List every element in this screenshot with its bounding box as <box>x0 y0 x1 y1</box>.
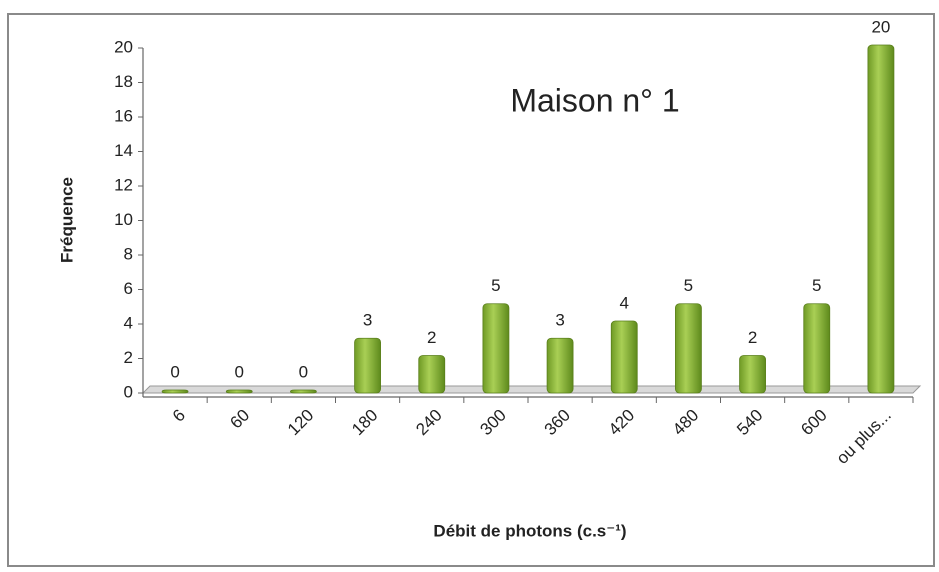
data-label: 0 <box>299 362 308 381</box>
y-tick-label: 16 <box>114 106 133 125</box>
y-tick-label: 6 <box>124 279 133 298</box>
data-label: 3 <box>363 311 372 330</box>
y-tick-label: 14 <box>114 141 133 160</box>
data-label: 2 <box>748 328 757 347</box>
y-tick-label: 18 <box>114 72 133 91</box>
chart-frame <box>7 13 935 567</box>
y-tick-label: 4 <box>124 313 133 332</box>
bar <box>546 337 574 394</box>
bar <box>290 389 317 394</box>
bar <box>803 303 831 394</box>
y-axis-label: Fréquence <box>57 177 76 263</box>
data-label: 2 <box>427 328 436 347</box>
data-label: 5 <box>684 276 693 295</box>
y-tick-label: 20 <box>114 37 133 56</box>
y-tick-label: 10 <box>114 210 133 229</box>
data-label: 0 <box>170 362 179 381</box>
bar <box>225 389 253 394</box>
x-axis-label: Débit de photons (c.s⁻¹) <box>433 521 626 540</box>
data-label: 0 <box>235 362 244 381</box>
bar <box>610 320 638 394</box>
y-tick-label: 0 <box>124 382 133 401</box>
bar <box>418 355 446 394</box>
y-tick-label: 2 <box>124 348 133 367</box>
data-label: 5 <box>812 276 821 295</box>
floor <box>141 385 922 394</box>
y-tick-label: 12 <box>114 175 133 194</box>
bar <box>354 337 381 394</box>
bar <box>675 303 702 394</box>
bar <box>867 44 895 394</box>
bar <box>739 355 766 394</box>
data-label: 3 <box>555 311 564 330</box>
y-tick-label: 8 <box>124 244 133 263</box>
bar <box>161 389 189 394</box>
data-label: 5 <box>491 276 500 295</box>
chart-title: Maison n° 1 <box>510 82 679 118</box>
bar <box>482 303 510 394</box>
data-label: 4 <box>620 293 629 312</box>
data-label: 20 <box>871 17 890 36</box>
